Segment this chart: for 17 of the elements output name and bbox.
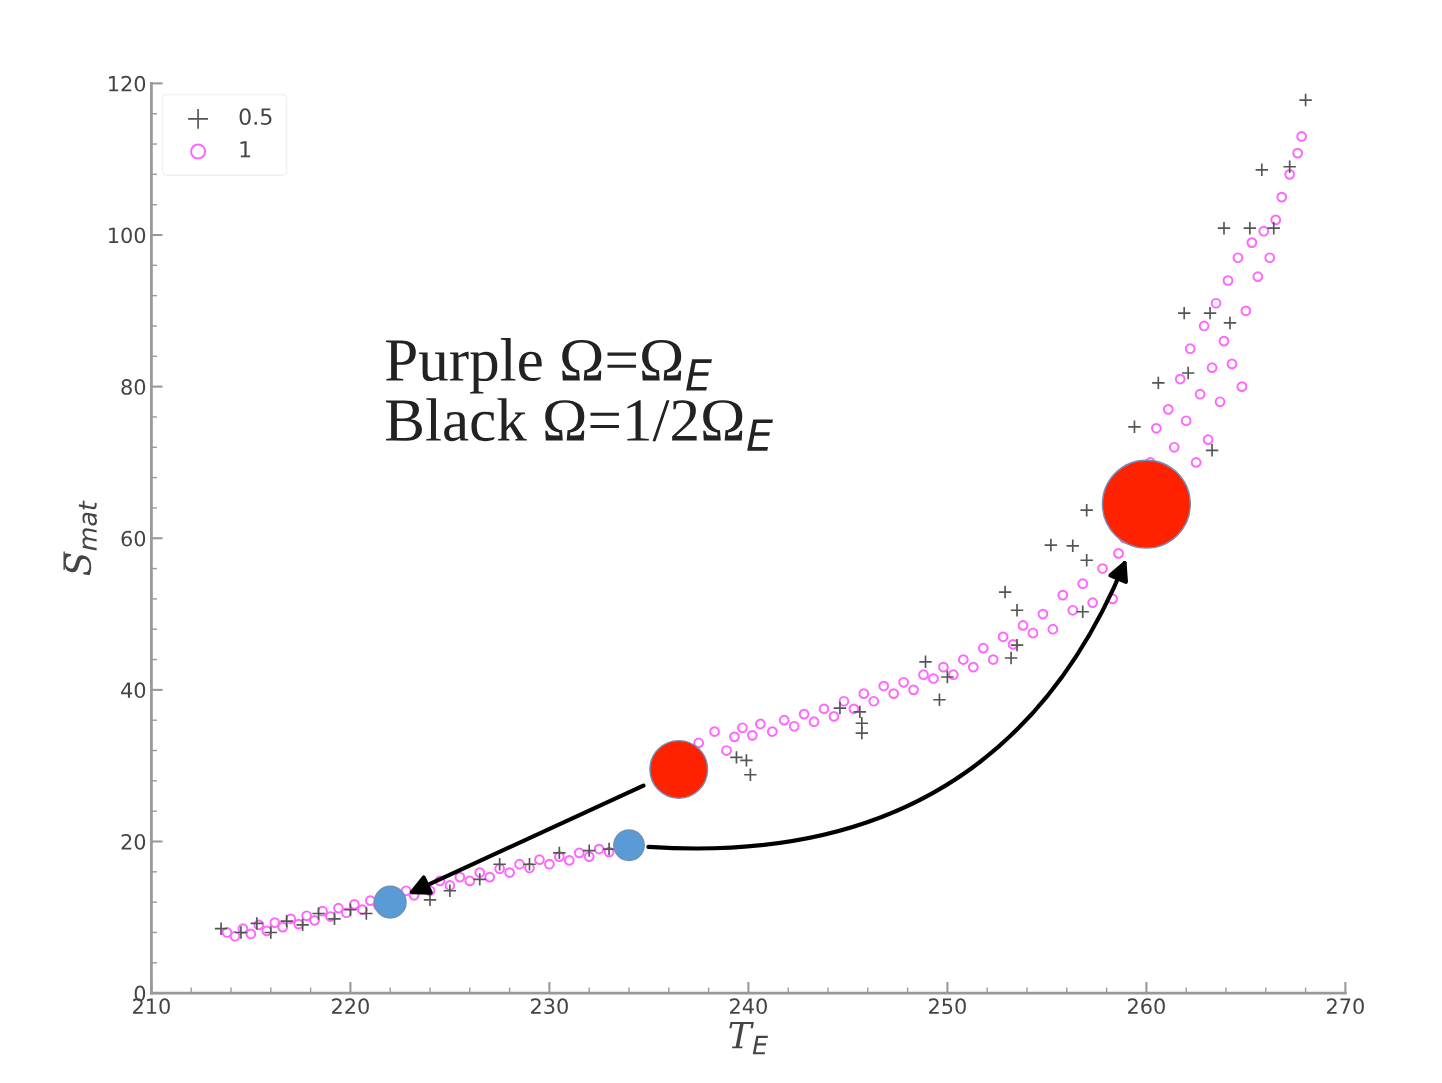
x-tick-label: 260 [1128, 998, 1165, 1015]
y-tick-label: 60 [121, 530, 146, 547]
y-tick-label: 100 [109, 227, 146, 244]
y-axis-title: S̅$_{mat}$ [63, 500, 97, 576]
x-tick-label: 220 [332, 998, 369, 1015]
x-axis-title: T$_{E}$ [729, 1021, 768, 1055]
x-tick-label: 230 [531, 998, 568, 1015]
y-tick-label: 120 [109, 75, 146, 92]
x-tick-label: 240 [730, 998, 767, 1015]
y-tick-label: 80 [121, 379, 146, 395]
legend-label: 1 [240, 141, 251, 158]
y-tick-label: 40 [121, 682, 146, 699]
annotation: Purple Ω=Ω$_{E}$ Black Ω=1/2Ω$_{E}$ [385, 338, 773, 451]
x-tick-label: 270 [1327, 998, 1364, 1015]
legend-label: 0.5 [239, 108, 272, 126]
y-tick-label: 20 [121, 833, 146, 850]
x-tick-label: 250 [929, 998, 966, 1015]
